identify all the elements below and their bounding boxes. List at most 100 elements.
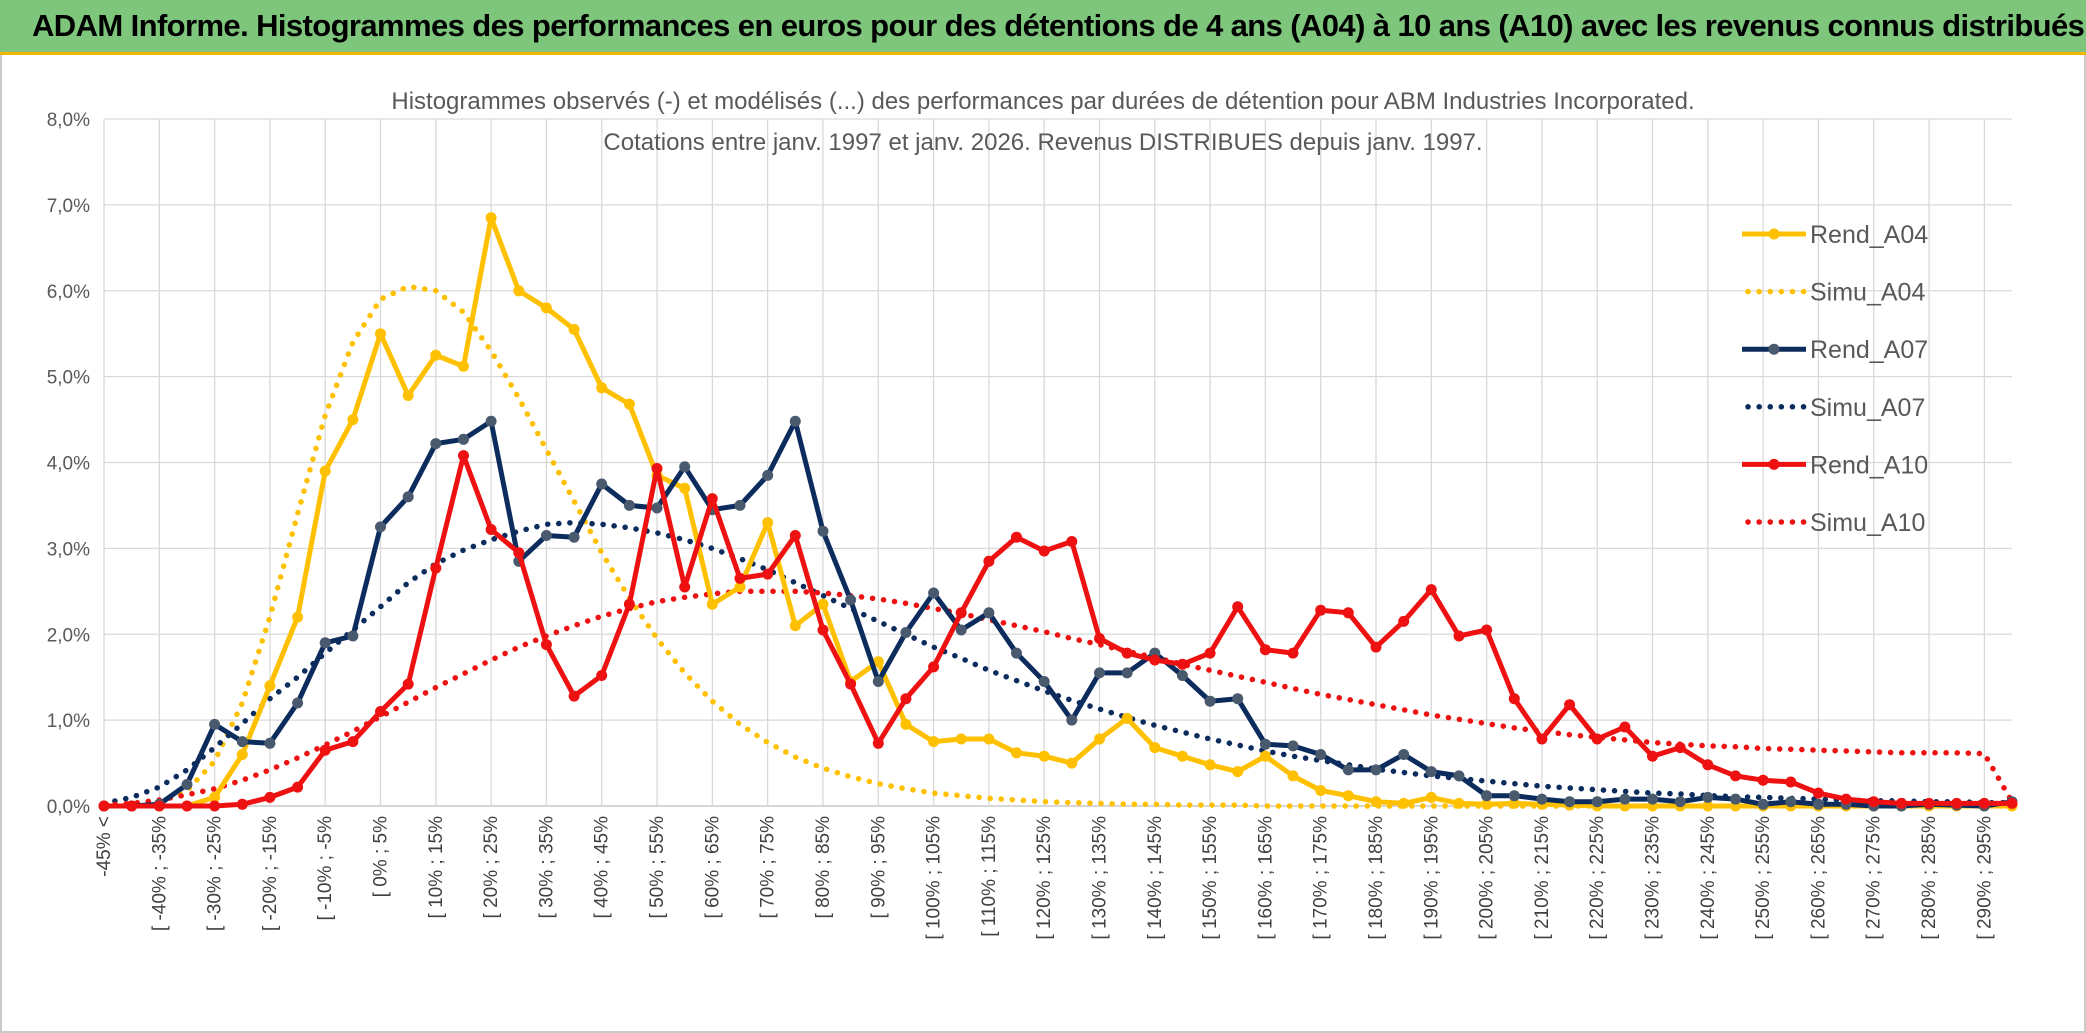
legend-item: Simu_A04: [1745, 279, 1925, 307]
data-point: [181, 779, 193, 790]
data-point: [458, 450, 469, 462]
data-point: [458, 360, 469, 372]
data-point: [319, 744, 331, 756]
data-point: [1342, 607, 1354, 619]
data-point: [1702, 791, 1714, 803]
data-point: [1232, 766, 1244, 778]
data-point: [1812, 798, 1824, 810]
data-point: [817, 624, 829, 636]
y-tick-label: 2,0%: [47, 625, 90, 646]
data-point: [236, 749, 248, 760]
data-point: [402, 491, 414, 503]
data-point: [1342, 764, 1354, 776]
data-point: [458, 433, 469, 445]
x-tick-label: [ 0% ; 5%: [371, 816, 392, 897]
data-point: [955, 624, 967, 636]
data-point: [1204, 695, 1216, 707]
data-point: [1287, 770, 1299, 782]
data-point: [1647, 750, 1658, 762]
data-point: [1564, 699, 1576, 711]
x-tick-label: [ 240% ; 245%: [1698, 816, 1719, 940]
data-point: [623, 499, 635, 511]
data-point: [1840, 793, 1852, 805]
report-title: ADAM Informe. Histogrammes des performan…: [32, 8, 2085, 43]
data-point: [1066, 714, 1078, 726]
x-tick-label: [ 80% ; 85%: [813, 816, 834, 919]
data-point: [1398, 615, 1410, 627]
x-tick-label: [ 150% ; 155%: [1200, 816, 1221, 940]
x-tick-label: [ 160% ; 165%: [1255, 816, 1276, 940]
legend: Rend_A04 Simu_A04 Rend_A07 Simu_A07 Rend_A10…: [1742, 221, 1928, 537]
data-point: [1895, 797, 1907, 809]
x-tick-label: [ -10% ; -5%: [315, 816, 336, 921]
data-point: [1094, 733, 1105, 745]
data-point: [1647, 793, 1658, 805]
legend-item: Rend_A04: [1742, 221, 1928, 249]
x-tick-label: [ -20% ; -15%: [260, 816, 281, 931]
data-point: [651, 463, 663, 474]
data-point: [1674, 796, 1686, 808]
data-point: [955, 733, 967, 745]
data-point: [1342, 790, 1354, 802]
data-point: [375, 521, 386, 533]
data-point: [679, 482, 691, 494]
data-point: [347, 630, 359, 642]
data-point: [264, 791, 276, 803]
y-axis-ticks: 0,0% 1,0% 2,0% 3,0% 4,0% 5,0% 6,0% 7,0% 8,0%: [47, 110, 90, 818]
data-point: [292, 611, 304, 623]
data-point: [1702, 759, 1714, 771]
data-point: [1785, 776, 1797, 788]
data-point: [1398, 749, 1410, 760]
data-point: [1481, 624, 1493, 636]
data-point: [1287, 647, 1299, 659]
data-point: [430, 562, 442, 574]
data-point: [1564, 796, 1576, 808]
data-point: [845, 678, 857, 690]
legend-marker: [1768, 458, 1780, 470]
data-point: [1398, 797, 1410, 809]
series-line: [104, 418, 2013, 809]
data-point: [1978, 797, 1990, 809]
data-point: [1425, 791, 1437, 803]
x-tick-label: [ 110% ; 115%: [979, 816, 1000, 937]
data-point: [706, 493, 718, 505]
data-point: [402, 678, 414, 690]
data-point: [98, 800, 110, 812]
legend-item: Rend_A10: [1742, 451, 1928, 479]
series-layer: [98, 212, 2018, 812]
x-tick-label: [ 70% ; 75%: [758, 816, 779, 919]
x-tick-label: [ 210% ; 215%: [1532, 816, 1553, 940]
data-point: [1232, 601, 1244, 613]
data-point: [706, 598, 718, 610]
data-point: [1453, 797, 1465, 809]
data-point: [1951, 797, 1963, 809]
data-point: [568, 531, 580, 543]
data-point: [1370, 796, 1382, 808]
x-tick-label: [ 20% ; 25%: [481, 816, 502, 919]
legend-marker: [1768, 228, 1780, 240]
data-point: [596, 478, 608, 490]
data-point: [734, 499, 746, 511]
data-point: [1011, 531, 1022, 543]
legend-label: Simu_A10: [1810, 509, 1925, 537]
series-simu-a07: [101, 519, 2015, 807]
data-point: [1812, 787, 1824, 799]
legend-item: Rend_A07: [1742, 336, 1928, 364]
x-tick-label: [ 190% ; 195%: [1421, 816, 1442, 940]
data-point: [2006, 797, 2018, 809]
legend-label: Rend_A10: [1810, 451, 1928, 479]
series-simu-a10: [101, 588, 2015, 808]
data-point: [264, 680, 276, 692]
data-point: [1370, 764, 1382, 776]
data-point: [1066, 757, 1078, 769]
y-tick-label: 8,0%: [47, 110, 90, 131]
data-point: [1176, 670, 1188, 681]
y-tick-label: 3,0%: [47, 539, 90, 560]
legend-item: Simu_A07: [1745, 394, 1925, 422]
data-point: [485, 415, 497, 427]
data-point: [762, 469, 774, 481]
data-point: [209, 791, 221, 803]
data-point: [375, 328, 386, 340]
legend-label: Simu_A04: [1810, 279, 1925, 307]
data-point: [900, 693, 912, 705]
